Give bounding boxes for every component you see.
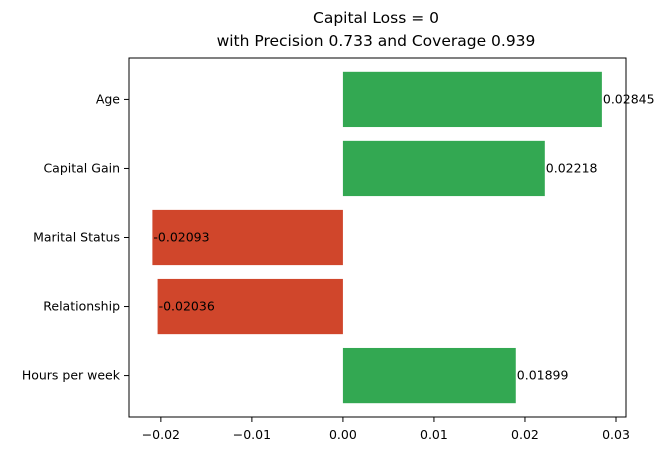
data-label: 0.02845	[603, 91, 655, 106]
plot-area: 0.02845 0.02218 -0.02093 -0.02036 0.01899 Age…	[22, 57, 655, 442]
data-label: 0.01899	[517, 368, 569, 383]
data-label: -0.02036	[159, 299, 215, 314]
chart-subtitle: with Precision 0.733 and Coverage 0.939	[217, 32, 536, 50]
bar-relationship	[157, 278, 343, 335]
bar-capital-gain	[342, 140, 545, 197]
data-label: -0.02093	[153, 230, 209, 245]
bar-marital-status	[152, 209, 343, 266]
bar-hours-per-week	[342, 347, 516, 404]
x-tick-label: −0.01	[233, 427, 271, 442]
x-tick-label: −0.02	[142, 427, 180, 442]
y-tick-label: Marital Status	[33, 230, 120, 245]
y-tick-label: Relationship	[43, 299, 120, 314]
x-tick-label: 0.00	[329, 427, 357, 442]
x-tick-label: 0.01	[420, 427, 448, 442]
y-tick-label: Hours per week	[22, 368, 121, 383]
x-tick-label: 0.03	[602, 427, 630, 442]
bar-age	[342, 71, 602, 128]
y-tick-label: Capital Gain	[43, 160, 120, 175]
chart-title: Capital Loss = 0	[313, 9, 439, 27]
x-tick-label: 0.02	[511, 427, 539, 442]
data-label: 0.02218	[546, 160, 598, 175]
y-tick-label: Age	[96, 91, 120, 106]
